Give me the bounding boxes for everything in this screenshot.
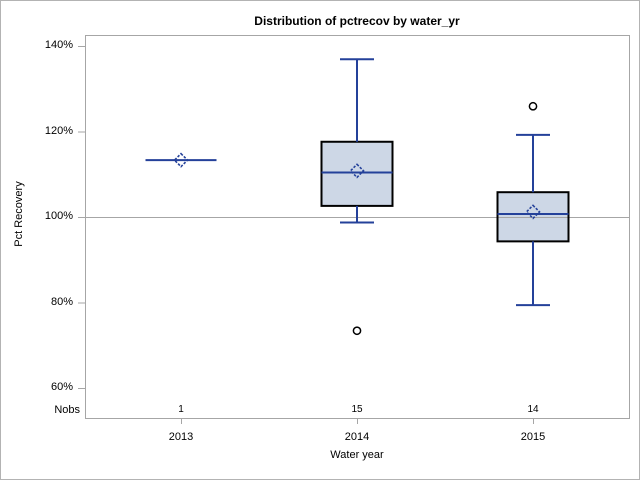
nobs-value: 1	[178, 404, 184, 415]
nobs-value: 14	[527, 404, 539, 415]
mean-diamond	[173, 152, 189, 168]
y-tick-label: 100%	[44, 210, 73, 222]
y-tick-label: 120%	[44, 124, 73, 137]
nobs-label: Nobs	[54, 404, 80, 416]
mean-diamond	[349, 163, 365, 179]
chart-title: Distribution of pctrecov by water_yr	[254, 14, 460, 28]
y-tick-label: 60%	[50, 381, 73, 393]
box-fill	[497, 192, 569, 242]
x-tick-label: 2013	[168, 431, 194, 443]
box-fill	[321, 141, 393, 206]
x-tick-label: 2015	[520, 431, 546, 443]
x-tick-label: 2014	[344, 431, 370, 443]
y-tick-label: 80%	[50, 295, 73, 308]
x-axis-title: Water year	[330, 449, 384, 461]
nobs-value: 15	[351, 404, 363, 415]
outlier-marker	[528, 101, 538, 111]
outlier-marker	[352, 326, 362, 336]
y-tick-label: 140%	[44, 39, 73, 51]
mean-diamond	[525, 204, 541, 220]
